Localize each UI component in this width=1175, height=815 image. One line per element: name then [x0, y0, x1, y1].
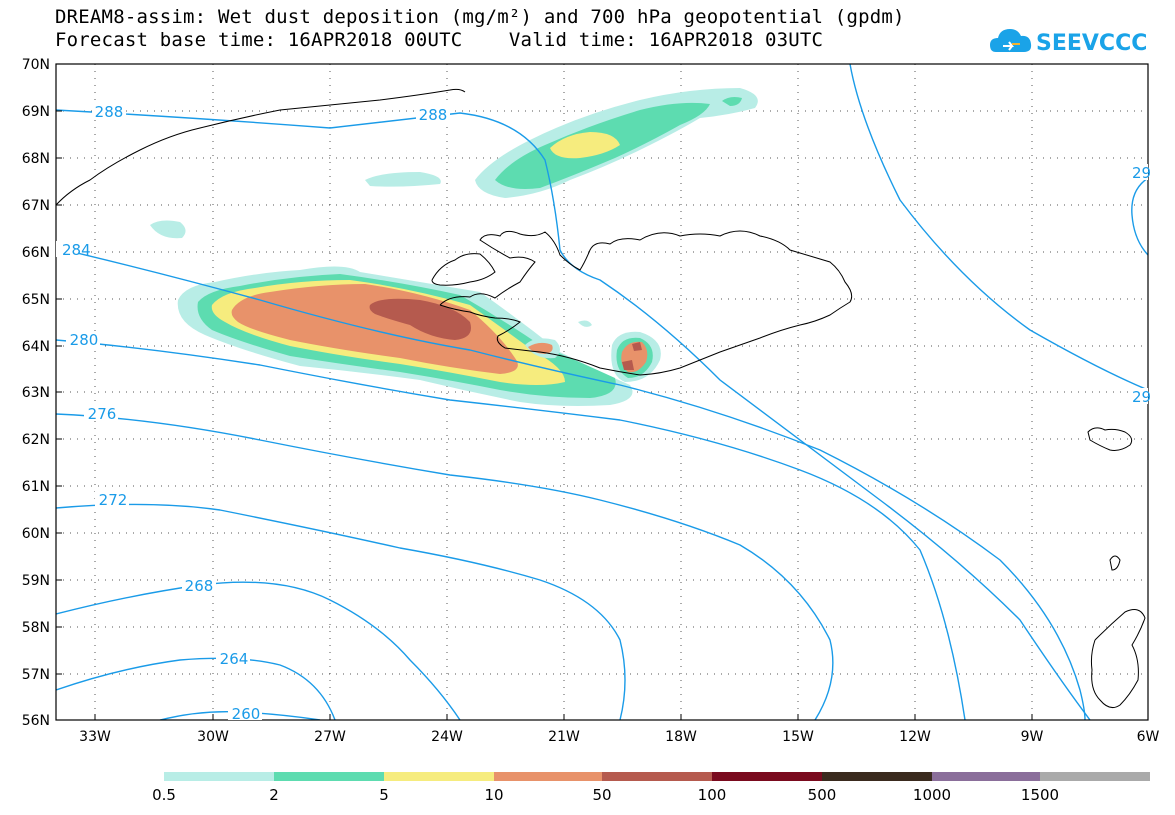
- legend-label: 50: [592, 786, 611, 804]
- contour-label: 276: [88, 405, 117, 423]
- contour-label: 264: [220, 650, 249, 668]
- cloud-icon: [990, 29, 1032, 52]
- axis-ticks: [56, 63, 1149, 721]
- map-subtitle: Forecast base time: 16APR2018 00UTC Vali…: [55, 29, 824, 51]
- contour-label: 284: [62, 241, 91, 259]
- legend-swatch-8: [1040, 772, 1150, 781]
- legend-swatch-6: [822, 772, 932, 781]
- contour-label: 272: [99, 491, 128, 509]
- lon-label-24w: 24W: [431, 729, 463, 745]
- map-title: DREAM8-assim: Wet dust deposition (mg/m²…: [55, 6, 905, 28]
- legend-swatch-3: [494, 772, 602, 781]
- lat-label-60n: 60N: [22, 526, 50, 542]
- color-legend: 0.5 2 5 10 50 100 500 1000 1500: [152, 772, 1150, 804]
- legend-label: 100: [698, 786, 727, 804]
- lat-label-61n: 61N: [22, 479, 50, 495]
- graticule: [56, 64, 1148, 720]
- dust-small-patches: [150, 172, 661, 382]
- logo-text: SEEVCCC: [1036, 31, 1147, 56]
- lat-label-56n: 56N: [22, 713, 50, 729]
- legend-label: 10: [484, 786, 503, 804]
- lon-label-6w: 6W: [1137, 729, 1160, 745]
- legend-swatch-5: [712, 772, 822, 781]
- lat-label-58n: 58N: [22, 620, 50, 636]
- lat-label-63n: 63N: [22, 385, 50, 401]
- dust-plume-main: [177, 266, 633, 406]
- lat-label-64n: 64N: [22, 339, 50, 355]
- latitude-labels: 70N 69N 68N 67N 66N 65N 64N 63N 62N 61N …: [22, 57, 50, 729]
- lon-label-33w: 33W: [79, 729, 111, 745]
- legend-swatch-4: [602, 772, 712, 781]
- faroe-islands: [1087, 427, 1133, 451]
- legend-swatch-1: [274, 772, 384, 781]
- greenland-coast: [56, 88, 466, 206]
- lon-label-18w: 18W: [665, 729, 697, 745]
- lon-label-9w: 9W: [1021, 729, 1044, 745]
- contour-label: 288: [419, 106, 448, 124]
- legend-label: 1500: [1021, 786, 1059, 804]
- iceland-westfjords: [431, 253, 496, 286]
- legend-swatch-2: [384, 772, 494, 781]
- lat-label-59n: 59N: [22, 573, 50, 589]
- geopotential-contours: [56, 64, 1148, 720]
- shetland: [1109, 555, 1121, 571]
- legend-swatch-0: [164, 772, 274, 781]
- coastlines: [56, 88, 1146, 709]
- legend-label: 1000: [913, 786, 951, 804]
- legend-label: 500: [808, 786, 837, 804]
- contour-labels: 288 288 284 280 276 272 268 264 260 29 2…: [56, 103, 1151, 723]
- lon-label-15w: 15W: [782, 729, 814, 745]
- legend-label: 0.5: [152, 786, 176, 804]
- contour-label: 29: [1132, 164, 1151, 182]
- lat-label-65n: 65N: [22, 292, 50, 308]
- lat-label-69n: 69N: [22, 104, 50, 120]
- lat-label-57n: 57N: [22, 667, 50, 683]
- scotland-coast: [1090, 609, 1146, 709]
- contour-label: 260: [232, 705, 261, 723]
- lat-label-70n: 70N: [22, 57, 50, 73]
- iceland-coast: [439, 230, 853, 376]
- lon-label-30w: 30W: [197, 729, 229, 745]
- longitude-labels: 33W 30W 27W 24W 21W 18W 15W 12W 9W 6W: [79, 729, 1159, 745]
- contour-label: 280: [70, 331, 99, 349]
- lat-label-67n: 67N: [22, 198, 50, 214]
- lon-label-12w: 12W: [899, 729, 931, 745]
- contour-label: 29: [1132, 388, 1151, 406]
- lon-label-27w: 27W: [314, 729, 346, 745]
- legend-swatch-7: [932, 772, 1040, 781]
- lat-label-68n: 68N: [22, 151, 50, 167]
- dust-plume-north: [475, 88, 758, 198]
- contour-label: 268: [185, 577, 214, 595]
- lat-label-66n: 66N: [22, 245, 50, 261]
- legend-label: 5: [379, 786, 389, 804]
- legend-label: 2: [269, 786, 279, 804]
- lat-label-62n: 62N: [22, 432, 50, 448]
- seevccc-logo: SEEVCCC: [990, 29, 1147, 56]
- contour-label: 288: [95, 103, 124, 121]
- lon-label-21w: 21W: [548, 729, 580, 745]
